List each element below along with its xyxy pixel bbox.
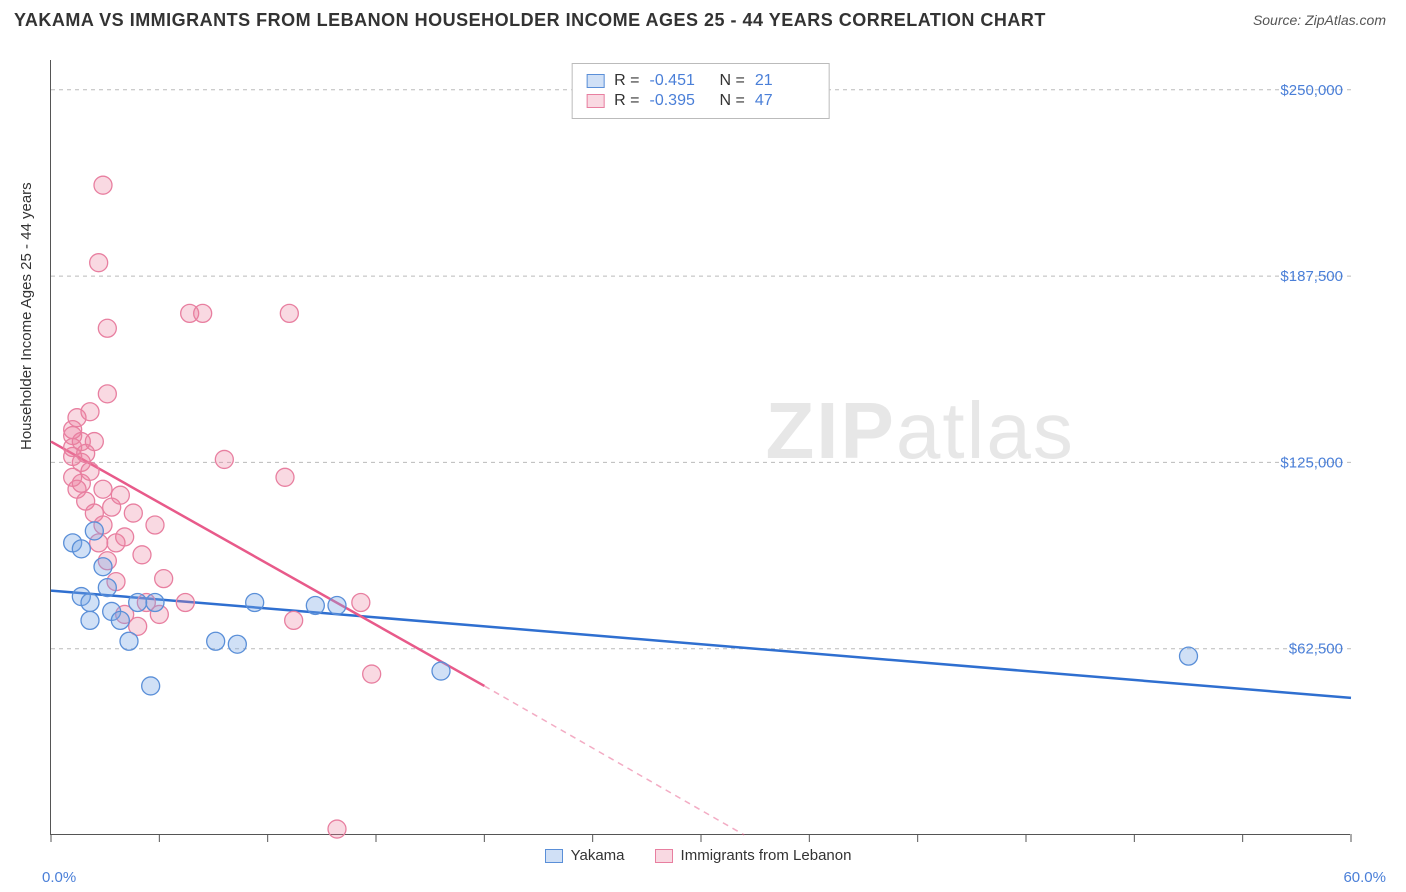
y-tick-label: $187,500	[1280, 268, 1343, 285]
plot-area: ZIPatlas R = -0.451 N = 21 R = -0.395 N …	[50, 60, 1350, 835]
n-label-2: N =	[720, 92, 745, 110]
scatter-point-series2	[176, 594, 194, 612]
y-axis-label: Householder Income Ages 25 - 44 years	[18, 182, 35, 450]
scatter-point-series2	[280, 304, 298, 322]
legend-swatch-series2	[655, 849, 673, 863]
swatch-series2	[586, 94, 604, 108]
legend-swatch-series1	[545, 849, 563, 863]
scatter-point-series2	[81, 403, 99, 421]
chart-svg: $62,500 $125,000 $187,500 $250,000	[51, 60, 1350, 834]
stats-row-series2: R = -0.395 N = 47	[586, 92, 815, 110]
legend-label-series1: Yakama	[571, 847, 625, 864]
scatter-point-series1	[85, 522, 103, 540]
scatter-point-series1	[328, 596, 346, 614]
r-value-2: -0.395	[650, 92, 710, 110]
scatter-point-series2	[352, 594, 370, 612]
scatter-point-series2	[98, 319, 116, 337]
scatter-point-series2	[94, 176, 112, 194]
legend-label-series2: Immigrants from Lebanon	[681, 847, 852, 864]
scatter-point-series2	[155, 570, 173, 588]
scatter-point-series1	[111, 611, 129, 629]
x-max-label: 60.0%	[1343, 869, 1386, 886]
scatter-point-series1	[81, 611, 99, 629]
scatter-point-series2	[81, 462, 99, 480]
chart-title: YAKAMA VS IMMIGRANTS FROM LEBANON HOUSEH…	[14, 10, 1046, 31]
x-min-label: 0.0%	[42, 869, 76, 886]
scatter-point-series1	[94, 558, 112, 576]
scatter-point-series1	[81, 594, 99, 612]
r-label-1: R =	[614, 72, 639, 90]
scatter-point-series1	[72, 540, 90, 558]
regression-line-series2-dash	[484, 686, 744, 835]
r-label-2: R =	[614, 92, 639, 110]
scatter-point-series1	[129, 594, 147, 612]
r-value-1: -0.451	[650, 72, 710, 90]
y-tick-label: $62,500	[1289, 641, 1343, 658]
scatter-point-series2	[133, 546, 151, 564]
scatter-point-series2	[328, 820, 346, 838]
scatter-point-series1	[246, 594, 264, 612]
scatter-point-series2	[285, 611, 303, 629]
scatter-point-series1	[98, 579, 116, 597]
legend-item-series2: Immigrants from Lebanon	[655, 847, 852, 864]
scatter-point-series2	[85, 433, 103, 451]
scatter-point-series2	[116, 528, 134, 546]
n-value-2: 47	[755, 92, 815, 110]
scatter-point-series1	[120, 632, 138, 650]
correlation-chart: YAKAMA VS IMMIGRANTS FROM LEBANON HOUSEH…	[0, 0, 1406, 892]
n-value-1: 21	[755, 72, 815, 90]
correlation-stats-box: R = -0.451 N = 21 R = -0.395 N = 47	[571, 63, 830, 119]
stats-row-series1: R = -0.451 N = 21	[586, 72, 815, 90]
scatter-point-series1	[432, 662, 450, 680]
y-tick-label: $125,000	[1280, 454, 1343, 471]
swatch-series1	[586, 74, 604, 88]
scatter-point-series2	[124, 504, 142, 522]
scatter-point-series1	[146, 594, 164, 612]
scatter-point-series1	[306, 596, 324, 614]
scatter-point-series2	[215, 450, 233, 468]
y-tick-label: $250,000	[1280, 82, 1343, 99]
scatter-point-series1	[142, 677, 160, 695]
scatter-point-series1	[207, 632, 225, 650]
scatter-point-series2	[363, 665, 381, 683]
scatter-point-series2	[146, 516, 164, 534]
scatter-point-series2	[90, 254, 108, 272]
scatter-point-series2	[111, 486, 129, 504]
legend-item-series1: Yakama	[545, 847, 625, 864]
scatter-point-series2	[98, 385, 116, 403]
scatter-point-series2	[276, 468, 294, 486]
legend: Yakama Immigrants from Lebanon	[545, 847, 852, 864]
n-label-1: N =	[720, 72, 745, 90]
scatter-point-series1	[1180, 647, 1198, 665]
scatter-point-series2	[94, 480, 112, 498]
scatter-point-series2	[194, 304, 212, 322]
source-attribution: Source: ZipAtlas.com	[1253, 12, 1386, 28]
scatter-point-series1	[228, 635, 246, 653]
